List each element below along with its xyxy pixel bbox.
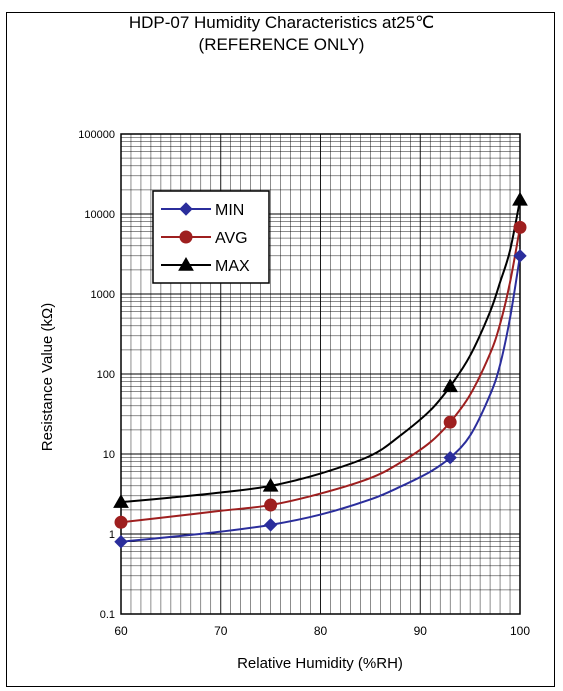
y-tick-label: 100000	[78, 129, 115, 141]
y-tick-label: 1	[109, 529, 115, 541]
y-tick-label: 10000	[84, 209, 115, 221]
legend-marker-max	[178, 256, 194, 271]
data-point-max	[262, 477, 279, 492]
data-point-min	[114, 535, 128, 549]
data-point-avg	[264, 498, 278, 512]
plot-area	[120, 133, 521, 615]
y-tick-label: 0.1	[100, 609, 115, 621]
chart-title-block: HDP-07 Humidity Characteristics at25℃ (R…	[0, 12, 563, 56]
series-line-max	[120, 199, 521, 504]
series-line-avg	[120, 227, 521, 524]
x-tick-label: 90	[414, 624, 428, 638]
y-tick-label: 1000	[91, 289, 115, 301]
series-curves	[120, 199, 521, 543]
y-tick-labels: 0.1 1 10 100 1000 10000 100000	[78, 129, 115, 621]
y-tick-label: 10	[103, 449, 115, 461]
x-tick-label: 80	[314, 624, 328, 638]
y-axis-label: Resistance Value (kΩ)	[39, 303, 56, 452]
data-point-avg	[114, 515, 128, 529]
legend-label-avg: AVG	[215, 230, 248, 247]
x-tick-labels: 60 70 80 90 100	[114, 624, 530, 638]
data-point-max	[442, 378, 459, 393]
legend: MIN AVG MAX	[152, 190, 270, 284]
legend-label-min: MIN	[215, 202, 244, 219]
x-tick-label: 100	[510, 624, 530, 638]
x-tick-label: 60	[114, 624, 128, 638]
y-tick-label: 100	[97, 369, 115, 381]
legend-marker-avg	[179, 230, 193, 244]
chart-title: HDP-07 Humidity Characteristics at25℃	[128, 13, 435, 32]
series-markers	[113, 191, 528, 549]
data-point-max	[113, 494, 129, 508]
x-tick-label: 70	[214, 624, 228, 638]
data-point-min	[513, 249, 527, 263]
legend-label-max: MAX	[215, 258, 250, 275]
x-axis-label: Relative Humidity (%RH)	[237, 655, 403, 672]
data-point-min	[443, 450, 457, 465]
data-point-min	[263, 518, 278, 532]
data-point-max	[512, 191, 528, 206]
chart-subtitle: (REFERENCE ONLY)	[198, 35, 365, 54]
data-point-avg	[513, 220, 527, 234]
legend-marker-min	[179, 202, 193, 216]
data-point-avg	[443, 415, 457, 429]
series-line-min	[120, 255, 521, 543]
